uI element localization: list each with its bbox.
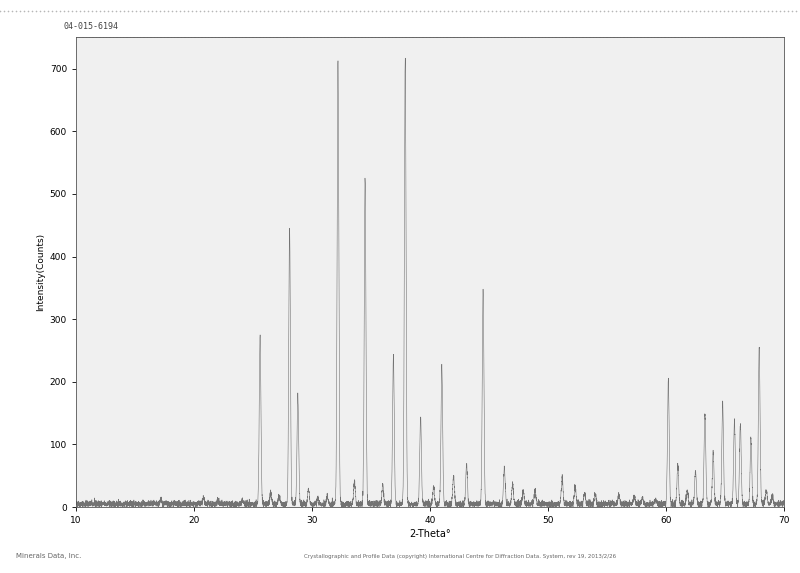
Text: Minerals Data, Inc.: Minerals Data, Inc. bbox=[16, 553, 82, 559]
Text: 04-015-6194: 04-015-6194 bbox=[64, 22, 119, 32]
Y-axis label: Intensity(Counts): Intensity(Counts) bbox=[37, 233, 46, 311]
Text: Crystallographic and Profile Data (copyright) International Centre for Diffracti: Crystallographic and Profile Data (copyr… bbox=[304, 554, 616, 559]
X-axis label: 2-Theta°: 2-Theta° bbox=[409, 529, 451, 539]
